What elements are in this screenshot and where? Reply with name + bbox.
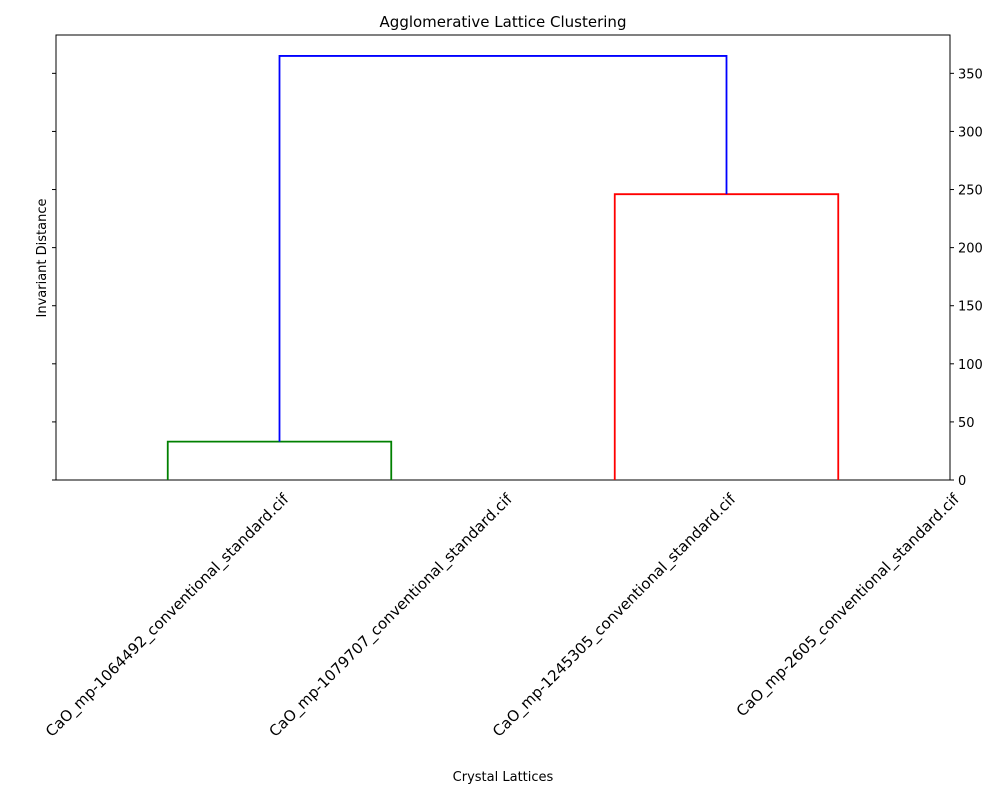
y-tick-label: 0 [958,474,966,489]
y-tick-label: 350 [958,67,983,82]
y-tick-label: 100 [958,358,983,373]
dendrogram-link-2 [278,55,728,442]
x-tick-label: CaO_mp-1079707_conventional_standard.cif [266,490,517,741]
chart-title: Agglomerative Lattice Clustering [380,13,627,31]
y-tick-label: 300 [958,125,983,140]
y-axis-label: Invariant Distance [35,199,50,318]
axis-ticks: 0 50 100 150 200 250 300 350 [52,67,983,489]
dendrogram-links [166,55,840,480]
x-tick-label: CaO_mp-2605_conventional_standard.cif [733,490,964,721]
plot-frame [55,34,951,481]
x-axis-label: Crystal Lattices [453,770,554,785]
x-tick-label: CaO_mp-1064492_conventional_standard.cif [42,490,293,741]
y-tick-label: 50 [958,416,975,431]
x-tick-labels: CaO_mp-1064492_conventional_standard.cif… [42,490,964,742]
x-tick-label: CaO_mp-1245305_conventional_standard.cif [489,490,740,741]
dendrogram-link-0 [166,440,393,480]
dendrogram-link-1 [613,193,840,480]
y-tick-label: 200 [958,242,983,257]
y-tick-label: 250 [958,184,983,199]
y-tick-label: 150 [958,300,983,315]
